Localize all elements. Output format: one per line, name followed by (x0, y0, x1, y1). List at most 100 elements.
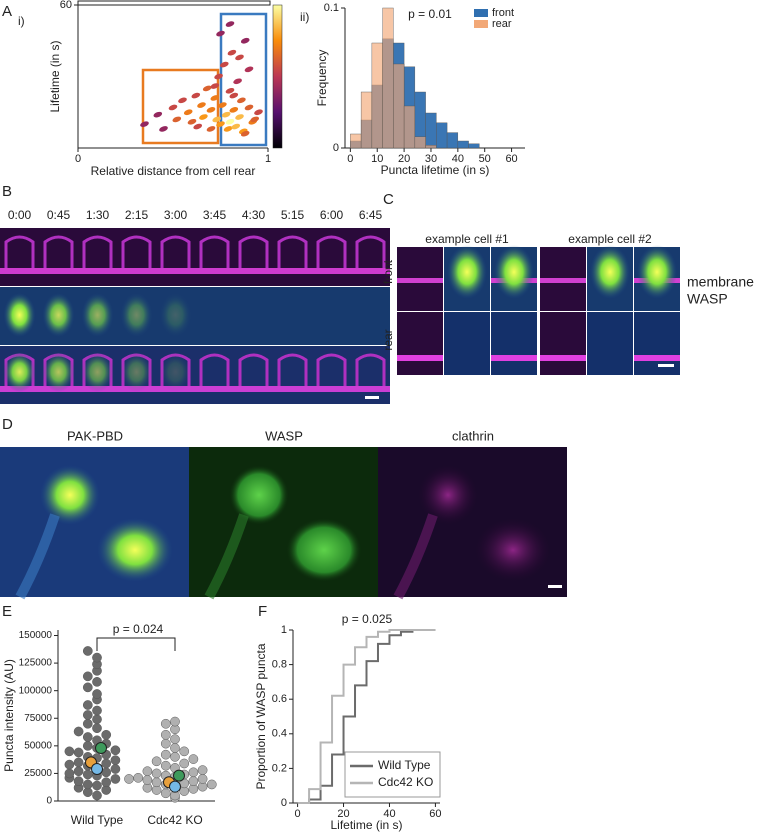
time-label: 6:00 (320, 208, 344, 222)
bar (414, 136, 426, 149)
y-tick-label: 60 (60, 0, 72, 11)
point (188, 767, 199, 778)
scale-bar (658, 364, 674, 367)
image (491, 312, 537, 375)
wasp (3, 293, 36, 337)
membrane-arc (199, 235, 230, 268)
y-tick-label: 50000 (24, 740, 52, 751)
point (92, 677, 102, 687)
membrane (540, 355, 586, 361)
point (210, 83, 220, 89)
membrane-arc (160, 235, 191, 268)
y-tick-label: 150000 (19, 630, 53, 641)
point (73, 766, 84, 777)
point (92, 723, 102, 734)
replicate-mean (169, 780, 181, 793)
panel-letter: A (2, 3, 12, 20)
point (199, 114, 208, 120)
point (178, 97, 187, 104)
wasp (3, 352, 36, 392)
point (110, 764, 121, 774)
point (82, 646, 93, 656)
point (160, 749, 171, 760)
point (82, 700, 93, 710)
point (170, 734, 180, 745)
point (244, 104, 254, 111)
membrane-arc (277, 353, 308, 386)
x-tick-label: 50 (479, 153, 491, 165)
y-tick-label: 25000 (24, 768, 52, 779)
y-tick-label: 125000 (19, 658, 53, 669)
y-tick-label: 0 (46, 796, 52, 807)
membrane (273, 386, 312, 392)
point (82, 671, 93, 682)
point (73, 776, 84, 786)
region-box (219, 12, 268, 147)
point (193, 123, 203, 130)
point (64, 759, 75, 770)
time-label: 0:00 (8, 208, 32, 222)
x-axis-label: Puncta lifetime (in s) (381, 163, 490, 177)
point (218, 102, 227, 108)
point (223, 126, 233, 132)
point (206, 126, 216, 132)
y-axis-label: Puncta intensity (AU) (2, 659, 16, 772)
point (110, 755, 121, 766)
point (110, 745, 121, 756)
point (191, 92, 201, 99)
cell-tail (204, 513, 249, 600)
y-tick-label: 75000 (24, 713, 52, 724)
point (170, 716, 180, 727)
point (64, 768, 75, 779)
point (92, 705, 102, 716)
point (82, 718, 93, 729)
annotation: p = 0.025 (342, 612, 393, 626)
sub-label: i) (18, 14, 25, 28)
y-axis-label: Frequency (315, 50, 329, 107)
point (82, 732, 93, 742)
bar (425, 112, 437, 149)
point (240, 130, 250, 137)
legend-swatch (474, 20, 488, 28)
membrane (397, 355, 443, 361)
channel-label: WASP (687, 291, 728, 307)
point (170, 752, 180, 762)
point (92, 652, 102, 663)
membrane-arc (316, 235, 347, 268)
point (101, 777, 112, 788)
x-tick-label: Cdc42 KO (147, 813, 202, 827)
point (151, 756, 162, 767)
point (212, 116, 222, 123)
point (214, 73, 223, 80)
point (240, 37, 250, 44)
wasp (81, 352, 114, 392)
colorbar (272, 4, 283, 149)
x-tick-label: 20 (398, 153, 410, 165)
x-tick-label: 60 (505, 153, 517, 165)
legend-label: Cdc42 KO (378, 775, 433, 789)
membrane-arc (82, 235, 113, 268)
panel-letter: F (258, 603, 267, 620)
point (235, 114, 244, 120)
point (179, 746, 190, 757)
point (170, 743, 180, 753)
y-tick-label: 0.1 (324, 2, 339, 14)
membrane (397, 278, 443, 283)
point (187, 118, 197, 125)
point (202, 85, 212, 92)
legend-box (344, 751, 441, 798)
point (244, 66, 254, 73)
replicate-mean (95, 742, 107, 755)
point (250, 116, 260, 123)
wasp (637, 245, 677, 299)
cell-tail (15, 513, 60, 600)
bar (457, 140, 469, 149)
point (172, 116, 182, 123)
bar (371, 42, 383, 149)
y-axis-label: Proportion of WASP puncta (254, 643, 268, 789)
channel-label: WASP (265, 428, 303, 443)
image (312, 287, 351, 345)
ecdf-line (297, 629, 436, 804)
x-tick-label: 0 (75, 153, 81, 165)
